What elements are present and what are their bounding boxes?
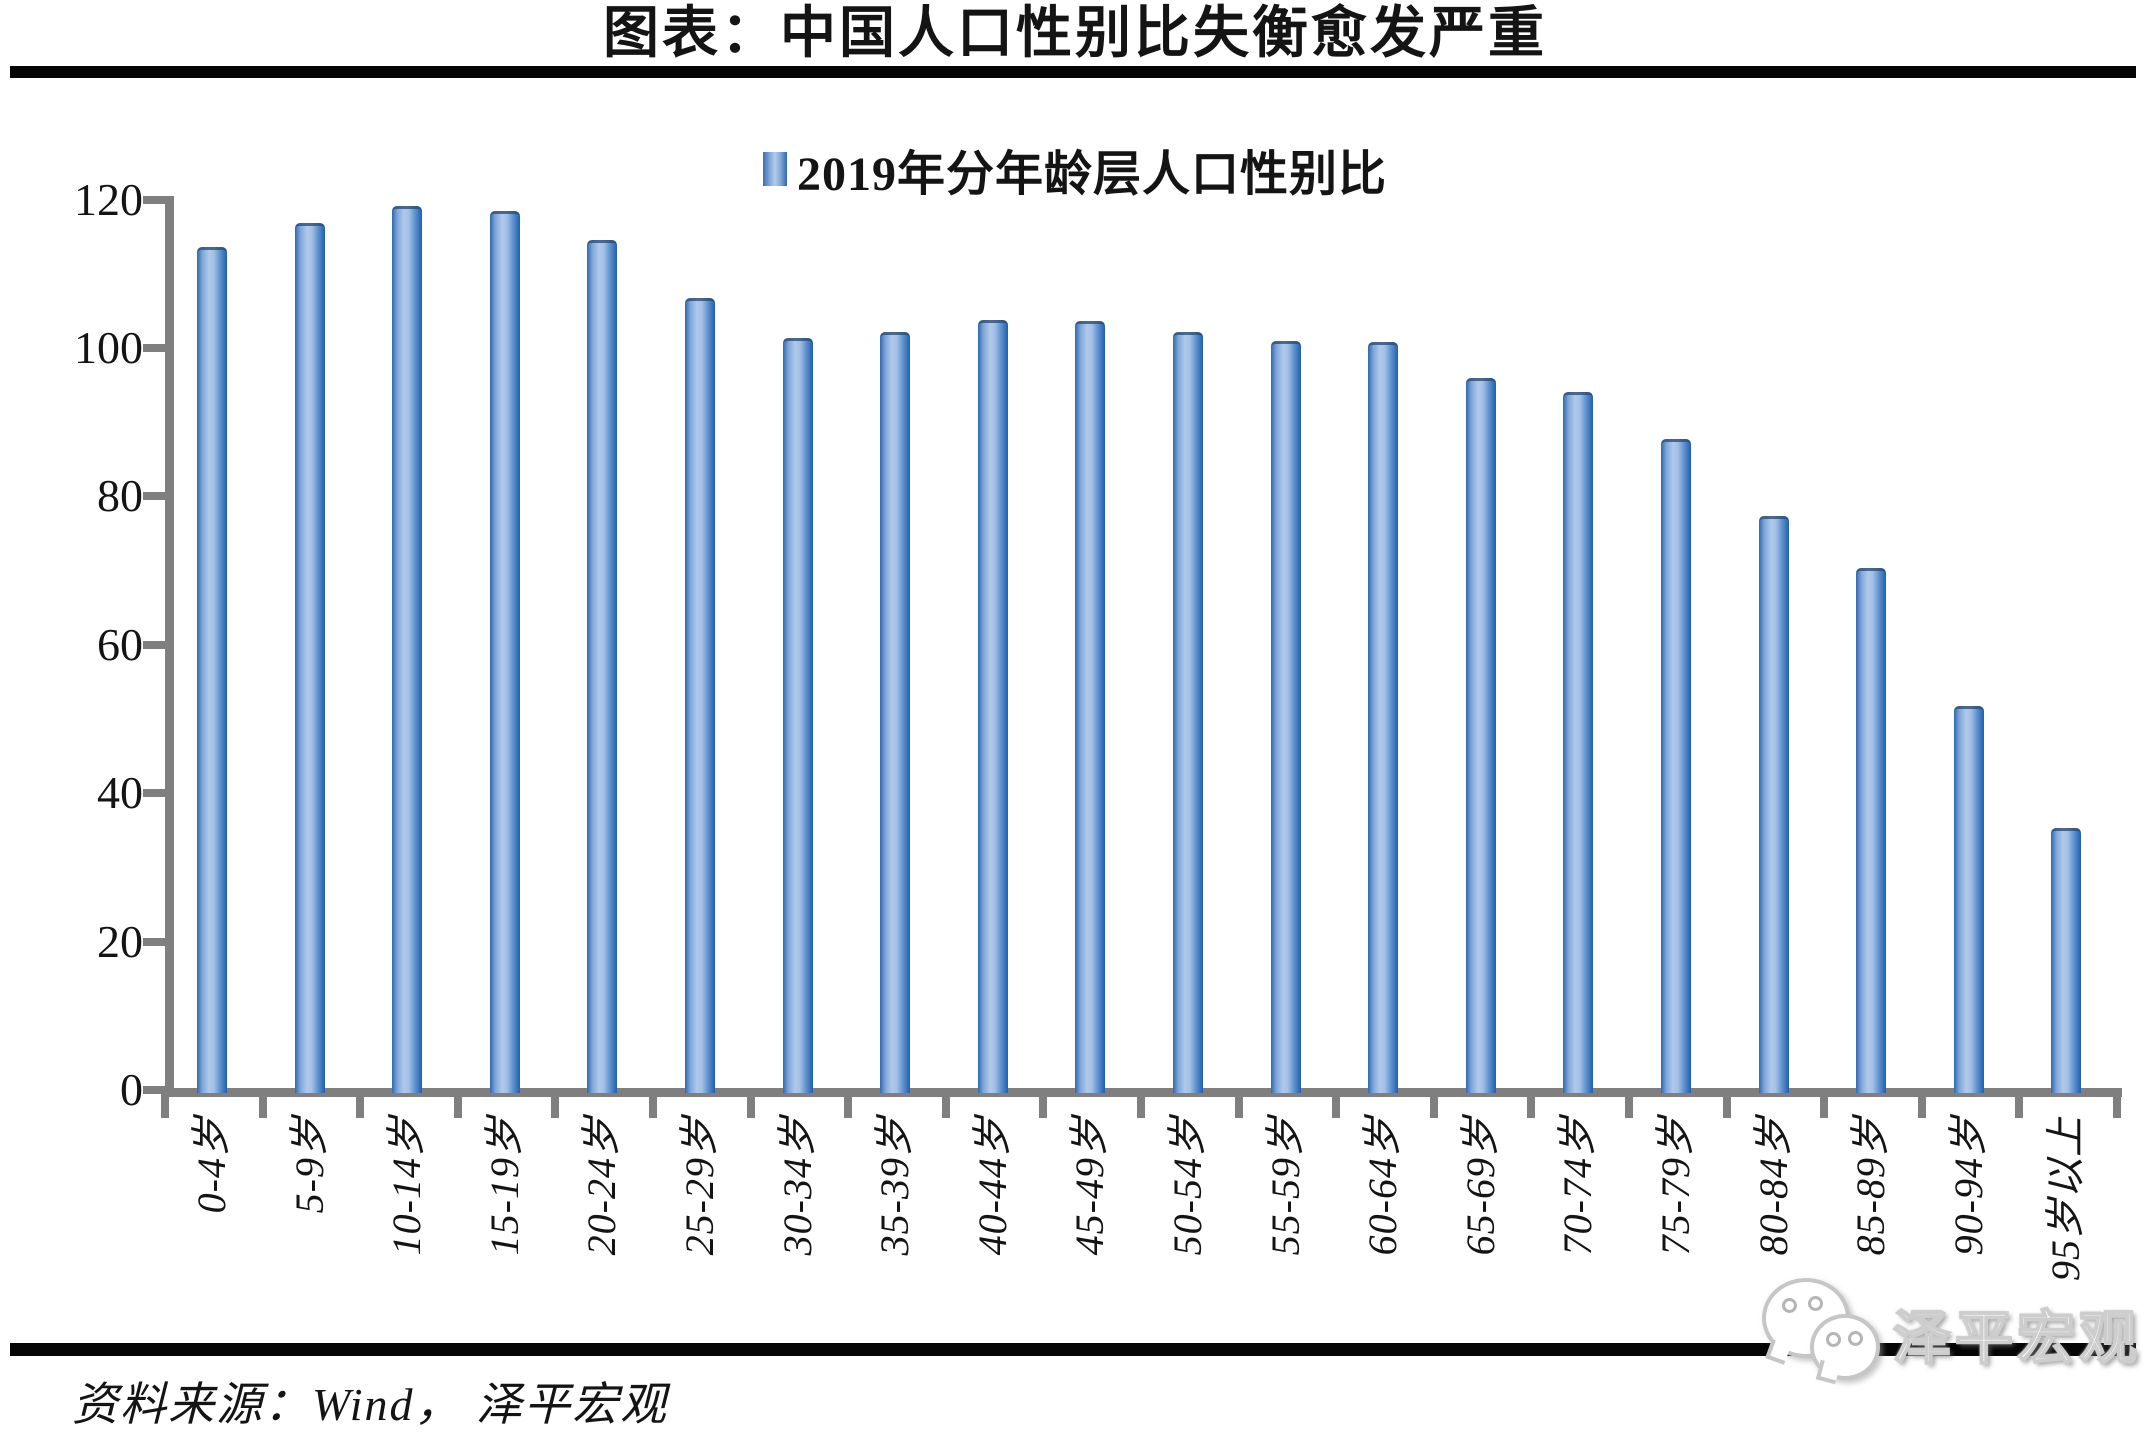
bar: [1368, 342, 1399, 1093]
x-tick-mark: [1722, 1094, 1731, 1118]
bar: [2051, 828, 2082, 1093]
y-tick-label: 0: [120, 1064, 143, 1115]
y-tick-mark: [143, 492, 173, 501]
y-tick-mark: [143, 789, 173, 798]
bar: [489, 211, 520, 1093]
x-tick-mark: [1820, 1094, 1829, 1118]
x-tick-mark: [649, 1094, 657, 1118]
x-axis: [165, 1088, 2122, 1097]
bar: [1856, 568, 1887, 1093]
bar: [782, 338, 813, 1093]
bar: [685, 298, 715, 1093]
x-axis-label: 20-24岁: [579, 1116, 625, 1256]
bar: [1270, 341, 1301, 1093]
legend-label: 2019年分年龄层人口性别比: [796, 148, 1387, 201]
x-tick-mark: [161, 1094, 169, 1118]
watermark-text: 泽平宏观: [1892, 1305, 2142, 1372]
x-tick-mark: [1332, 1094, 1341, 1118]
x-axis-label: 50-54岁: [1165, 1116, 1210, 1256]
bar: [880, 332, 911, 1093]
legend: 2019年分年龄层人口性别比: [0, 134, 2150, 204]
bar: [1661, 438, 1691, 1093]
x-tick-mark: [2015, 1094, 2024, 1118]
y-tick-label: 100: [74, 322, 143, 373]
y-tick-label: 40: [97, 767, 143, 819]
x-axis-label: 0-4岁: [189, 1116, 234, 1214]
legend-swatch-icon: [762, 152, 787, 186]
y-tick-label: 20: [97, 915, 143, 967]
bar: [1758, 516, 1789, 1093]
bar: [1953, 705, 1984, 1093]
x-tick-mark: [356, 1094, 365, 1118]
x-axis-label: 40-44岁: [969, 1116, 1015, 1256]
bar: [587, 239, 618, 1093]
bar: [392, 206, 423, 1093]
watermark: 泽平宏观: [1762, 1278, 2141, 1388]
x-tick-mark: [2113, 1094, 2121, 1118]
y-tick-label: 80: [97, 470, 143, 522]
x-axis-label: 45-49岁: [1067, 1116, 1113, 1256]
x-tick-mark: [844, 1094, 853, 1118]
page-title: 图表：中国人口性别比失衡愈发严重: [603, 3, 1547, 65]
source-note: 资料来源：Wind， 泽平宏观: [72, 1379, 669, 1430]
x-tick-mark: [1234, 1094, 1243, 1118]
y-tick-mark: [143, 344, 173, 352]
x-tick-mark: [1917, 1094, 1926, 1118]
bar: [977, 319, 1008, 1093]
x-tick-mark: [551, 1094, 560, 1118]
bar: [1563, 391, 1594, 1093]
x-axis-label: 15-19岁: [481, 1116, 527, 1256]
y-tick-mark: [143, 640, 173, 649]
x-axis-label: 25-29岁: [677, 1116, 722, 1256]
x-axis-label: 30-34岁: [774, 1116, 820, 1256]
x-axis-label: 35-39岁: [872, 1116, 918, 1256]
bar: [1075, 321, 1106, 1093]
x-axis-label: 75-79岁: [1653, 1116, 1698, 1256]
x-tick-mark: [746, 1094, 755, 1118]
y-tick-label: 60: [97, 618, 143, 670]
bottom-divider: [10, 1343, 2136, 1356]
wechat-bubble-small: [1810, 1314, 1880, 1385]
y-tick-mark: [143, 937, 173, 946]
x-tick-mark: [1625, 1094, 1633, 1118]
y-tick-mark: [143, 195, 173, 204]
x-tick-mark: [258, 1094, 267, 1118]
x-axis-label: 60-64岁: [1360, 1116, 1406, 1256]
bar: [294, 222, 325, 1093]
wechat-icon: [1762, 1278, 1887, 1388]
bar: [1465, 378, 1496, 1093]
y-tick-label: 120: [74, 173, 143, 225]
x-tick-mark: [453, 1094, 462, 1118]
x-tick-mark: [941, 1094, 950, 1118]
x-axis-label: 10-14岁: [384, 1116, 430, 1256]
x-tick-mark: [1527, 1094, 1536, 1118]
y-tick-mark: [143, 1086, 173, 1094]
x-axis-label: 55-59岁: [1262, 1116, 1308, 1256]
x-axis-label: 65-69岁: [1457, 1116, 1503, 1256]
bar: [1173, 331, 1203, 1093]
x-tick-mark: [1429, 1094, 1438, 1118]
x-tick-mark: [1137, 1094, 1145, 1118]
top-divider: [10, 66, 2136, 78]
x-tick-mark: [1039, 1094, 1048, 1118]
bar: [197, 247, 227, 1093]
x-axis-label: 5-9岁: [286, 1116, 332, 1214]
x-axis-label: 70-74岁: [1555, 1116, 1601, 1256]
